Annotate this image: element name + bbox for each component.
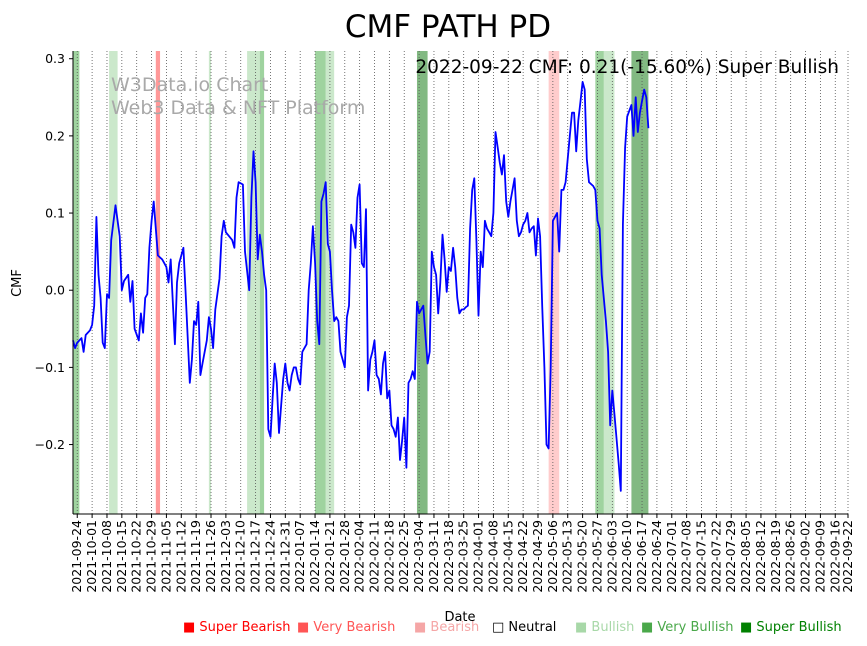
watermark-line-1: W3Data.io Chart: [111, 74, 268, 96]
x-tick-label: 2022-06-17: [634, 520, 649, 593]
x-tick-label: 2022-04-08: [485, 520, 500, 593]
x-tick-label: 2022-08-19: [768, 520, 783, 593]
legend-item-very-bullish: ■ Very Bullish: [641, 620, 734, 635]
legend-item-super-bullish: ■ Super Bullish: [740, 620, 842, 635]
zone-bullish: [603, 51, 615, 514]
x-tick-label: 2022-07-15: [693, 520, 708, 593]
vertical-grid: [76, 51, 849, 514]
x-tick-label: 2022-05-20: [575, 520, 590, 593]
x-tick-label: 2022-09-22: [840, 520, 855, 593]
x-tick-label: 2022-05-27: [589, 520, 604, 593]
x-tick-label: 2022-01-14: [307, 520, 322, 593]
legend-item-very-bearish: ■ Very Bearish: [297, 620, 396, 635]
y-axis-label: CMF: [10, 269, 25, 297]
y-tick-label: 0.1: [45, 206, 65, 221]
x-tick-label: 2021-10-01: [84, 520, 99, 593]
x-tick-label: 2022-03-18: [441, 520, 456, 593]
x-tick-label: 2022-09-09: [812, 520, 827, 593]
legend-item-bullish: ■ Bullish: [575, 620, 635, 635]
x-tick-label: 2022-06-10: [619, 520, 634, 593]
zone-bullish: [247, 51, 260, 514]
x-tick-label: 2022-08-26: [783, 520, 798, 593]
x-tick-label: 2022-09-16: [827, 520, 842, 593]
x-tick-label: 2021-09-24: [69, 520, 84, 593]
x-tick-label: 2022-02-18: [381, 520, 396, 593]
x-axis-label: Date: [444, 610, 475, 625]
x-tick-label: 2022-02-04: [352, 520, 367, 593]
x-tick-label: 2022-03-04: [411, 520, 426, 593]
x-tick-label: 2022-02-11: [367, 520, 382, 593]
zone-very-bearish: [155, 51, 161, 514]
x-tick-label: 2021-11-05: [158, 520, 173, 593]
x-tick-label: 2021-10-22: [129, 520, 144, 593]
zone-very-bullish: [73, 51, 80, 514]
x-tick-label: 2021-12-24: [262, 520, 277, 593]
x-tick-label: 2021-10-08: [99, 520, 114, 593]
x-tick-label: 2022-02-25: [396, 520, 411, 593]
y-tick-label: 0.2: [45, 128, 65, 143]
zone-bullish: [208, 51, 212, 514]
x-tick-label: 2022-07-08: [679, 520, 694, 593]
legend: ■ Super Bearish ■ Very Bearish ■ Bearish □ …: [0, 620, 867, 640]
x-tick-label: 2022-06-24: [649, 520, 664, 593]
x-tick-label: 2022-08-05: [738, 520, 753, 593]
axes: [72, 51, 848, 515]
x-tick-label: 2022-07-22: [708, 520, 723, 593]
legend-item-super-bearish: ■ Super Bearish: [183, 620, 291, 635]
x-tick-label: 2022-05-13: [560, 520, 575, 593]
sentiment-zones: [73, 51, 649, 514]
zone-bearish: [548, 51, 560, 514]
x-tick-label: 2022-04-29: [530, 520, 545, 593]
x-tick-label: 2022-07-01: [664, 520, 679, 593]
y-tick-label: 0.0: [45, 283, 65, 298]
x-tick-label: 2021-12-10: [233, 520, 248, 593]
x-tick-label: 2021-10-29: [144, 520, 159, 593]
x-tick-label: 2021-12-03: [218, 520, 233, 593]
zone-super-bullish: [416, 51, 428, 514]
x-tick-label: 2022-08-12: [753, 520, 768, 593]
y-ticks: −0.2 −0.1 0.0 0.1 0.2 0.3: [35, 51, 73, 452]
y-tick-label: −0.2: [35, 437, 65, 452]
x-tick-label: 2022-03-25: [456, 520, 471, 593]
x-tick-label: 2022-04-22: [515, 520, 530, 593]
zone-very-bullish: [595, 51, 604, 514]
x-tick-label: 2021-11-19: [188, 520, 203, 593]
legend-item-neutral: □ Neutral: [492, 620, 557, 635]
chart-title: CMF PATH PD: [345, 9, 551, 45]
x-ticks: 2021-09-24 2021-10-01 2021-10-08 2021-10-15…: [69, 514, 855, 593]
x-tick-label: 2022-04-15: [500, 520, 515, 593]
x-tick-label: 2022-06-03: [604, 520, 619, 593]
x-tick-label: 2022-09-02: [798, 520, 813, 593]
x-tick-label: 2022-04-01: [471, 520, 486, 593]
zone-very-bullish: [259, 51, 265, 514]
x-tick-label: 2022-05-06: [545, 520, 560, 593]
x-tick-label: 2022-01-28: [337, 520, 352, 593]
x-tick-label: 2021-10-15: [114, 520, 129, 593]
legend-item-bearish: ■ Bearish: [414, 620, 480, 635]
zone-bullish: [109, 51, 118, 514]
x-tick-label: 2022-03-11: [426, 520, 441, 593]
zone-super-bullish: [631, 51, 649, 514]
x-tick-label: 2021-12-17: [248, 520, 263, 593]
y-tick-label: −0.1: [35, 360, 65, 375]
x-tick-label: 2021-11-26: [203, 520, 218, 593]
y-tick-label: 0.3: [45, 51, 65, 66]
cmf-series-line: [72, 81, 650, 492]
x-tick-label: 2022-01-21: [322, 520, 337, 593]
x-tick-label: 2022-01-07: [292, 520, 307, 593]
latest-value-annotation: 2022-09-22 CMF: 0.21(-15.60%) Super Bull…: [415, 57, 839, 78]
x-tick-label: 2022-07-29: [723, 520, 738, 593]
x-tick-label: 2021-11-12: [173, 520, 188, 593]
x-tick-label: 2021-12-31: [277, 520, 292, 593]
watermark-line-2: Web3 Data & NFT Platform: [111, 97, 365, 119]
